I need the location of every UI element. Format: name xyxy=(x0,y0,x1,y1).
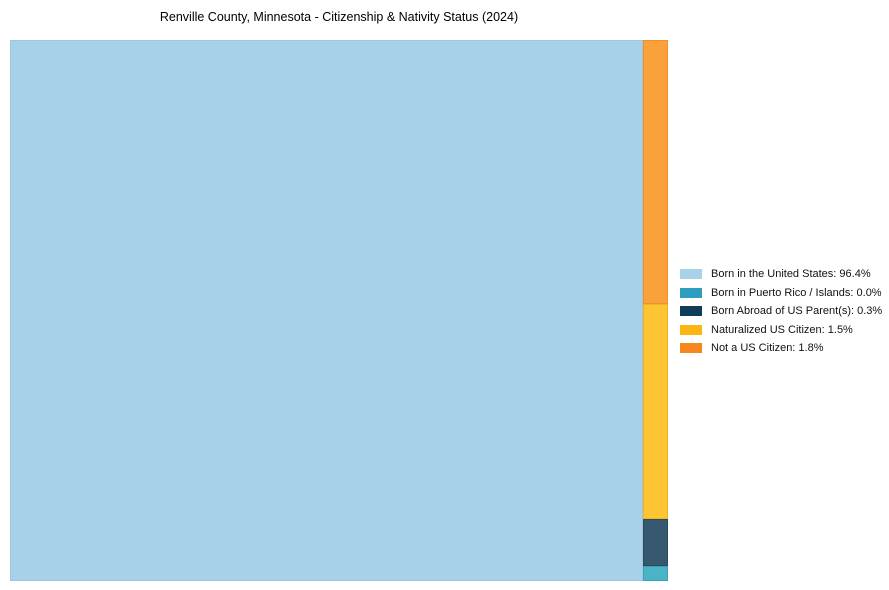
legend-item: Naturalized US Citizen: 1.5% xyxy=(680,321,882,340)
legend-label: Born in the United States: 96.4% xyxy=(711,268,871,281)
legend-swatch-icon xyxy=(680,343,702,354)
cell-born-abroad-of-us-parents xyxy=(643,519,668,566)
legend-swatch-icon xyxy=(680,287,702,298)
legend-swatch-icon xyxy=(680,269,702,280)
legend: Born in the United States: 96.4% Born in … xyxy=(680,265,882,358)
legend-item: Not a US Citizen: 1.8% xyxy=(680,339,882,358)
legend-swatch-icon xyxy=(680,324,702,335)
cell-born-in-puerto-rico-islands xyxy=(643,566,668,581)
legend-item: Born in Puerto Rico / Islands: 0.0% xyxy=(680,284,882,303)
cell-not-a-us-citizen xyxy=(643,40,668,304)
legend-item: Born Abroad of US Parent(s): 0.3% xyxy=(680,302,882,321)
legend-label: Not a US Citizen: 1.8% xyxy=(711,342,824,355)
cell-born-in-the-united-states xyxy=(10,40,643,581)
legend-label: Born Abroad of US Parent(s): 0.3% xyxy=(711,305,883,318)
legend-item: Born in the United States: 96.4% xyxy=(680,265,882,284)
legend-label: Naturalized US Citizen: 1.5% xyxy=(711,323,853,336)
chart-title: Renville County, Minnesota - Citizenship… xyxy=(159,10,519,24)
cell-naturalized-us-citizen xyxy=(643,304,668,519)
legend-label: Born in Puerto Rico / Islands: 0.0% xyxy=(711,286,882,299)
legend-swatch-icon xyxy=(680,306,702,317)
